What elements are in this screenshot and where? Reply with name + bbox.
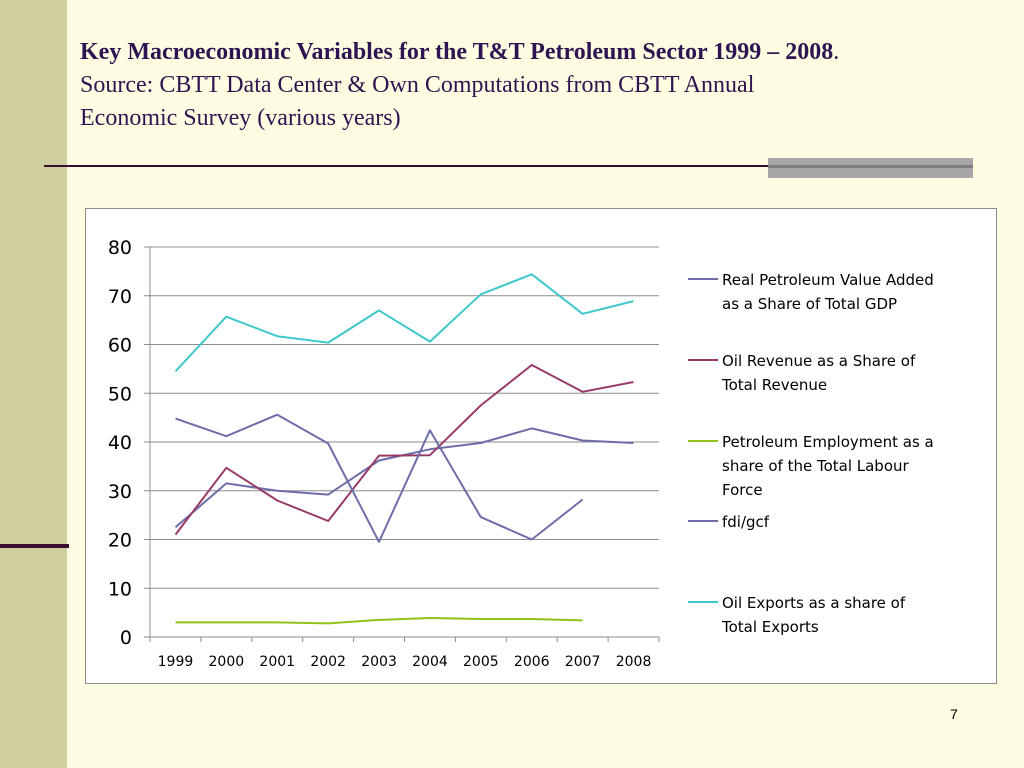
legend-label-5: Total Exports — [721, 618, 819, 636]
page-number: 7 — [950, 706, 958, 722]
legend-label-5: Oil Exports as a share of — [722, 594, 906, 612]
slide-title: Key Macroeconomic Variables for the T&T … — [80, 39, 834, 65]
y-tick-label: 30 — [108, 481, 132, 503]
x-tick-label: 2004 — [412, 654, 448, 670]
y-tick-label: 40 — [108, 432, 132, 454]
legend-label-3: Force — [722, 481, 763, 499]
divider-accent-rule — [768, 165, 973, 168]
y-tick-label: 80 — [108, 237, 132, 259]
x-tick-label: 2007 — [565, 654, 601, 670]
line-chart: 0 10 20 30 40 50 60 70 80 1999 2000 2001 2002 2003 200… — [108, 237, 934, 670]
series-line-4 — [175, 413, 584, 543]
legend-label-3: Petroleum Employment as a — [722, 433, 934, 451]
y-tick-label: 60 — [108, 335, 132, 357]
legend-label-2: Oil Revenue as a Share of — [722, 352, 916, 370]
legend-label-3: share of the Total Labour — [722, 457, 910, 475]
source-line-1: Source: CBTT Data Center & Own Computati… — [80, 72, 755, 98]
slide-title-period: . — [833, 39, 840, 65]
legend-label-1: as a Share of Total GDP — [722, 295, 897, 313]
y-tick-label: 0 — [120, 627, 132, 649]
x-tick-label: 2006 — [514, 654, 550, 670]
title-divider — [44, 165, 772, 167]
slide-title-block: Key Macroeconomic Variables for the T&T … — [80, 36, 980, 135]
series-line-3 — [175, 617, 583, 625]
x-tick-label: 2001 — [259, 654, 295, 670]
left-decorative-band — [0, 0, 67, 768]
legend-label-1: Real Petroleum Value Added — [722, 271, 934, 289]
legend-label-2: Total Revenue — [721, 376, 827, 394]
x-tick-label: 2008 — [616, 654, 652, 670]
x-tick-label: 2005 — [463, 654, 499, 670]
x-tick-label: 2003 — [361, 654, 397, 670]
series-line-2 — [174, 364, 634, 536]
legend-label-4: fdi/gcf — [722, 513, 770, 531]
series-line-5 — [174, 273, 634, 372]
source-line-2: Economic Survey (various years) — [80, 105, 401, 131]
y-tick-label: 10 — [108, 578, 132, 600]
x-tick-label: 2000 — [209, 654, 245, 670]
left-accent-rule — [0, 544, 69, 548]
divider-accent-box — [768, 158, 973, 178]
y-tick-label: 50 — [108, 383, 132, 405]
x-tick-label: 2002 — [310, 654, 346, 670]
chart-frame: 0 10 20 30 40 50 60 70 80 1999 2000 2001 2002 2003 200… — [85, 208, 997, 684]
x-tick-label: 1999 — [158, 654, 194, 670]
y-tick-label: 70 — [108, 286, 132, 308]
y-tick-label: 20 — [108, 530, 132, 552]
